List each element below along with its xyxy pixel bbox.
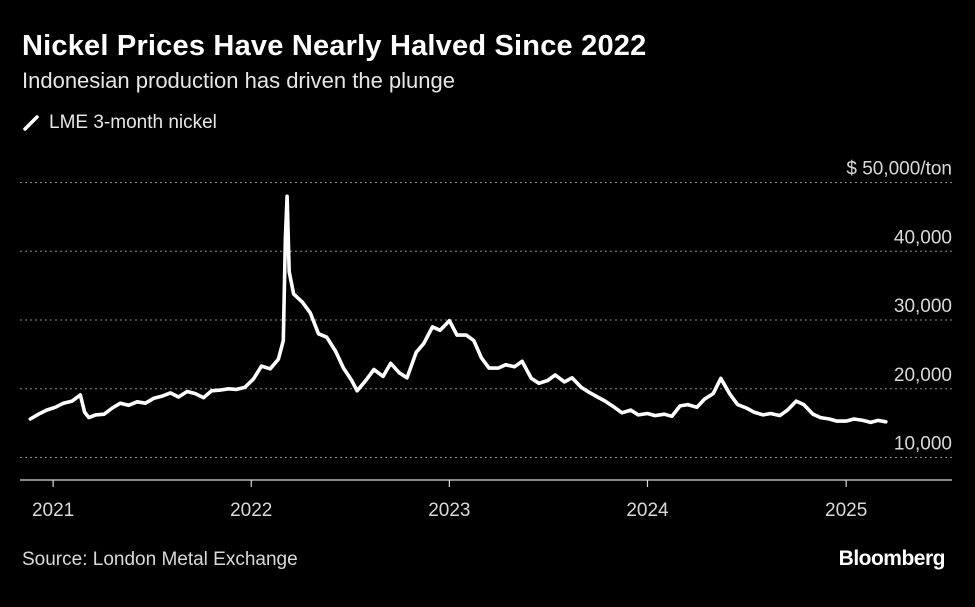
bloomberg-logo: Bloomberg	[838, 547, 946, 570]
chart-subtitle: Indonesian production has driven the plu…	[22, 68, 455, 93]
chart-title: Nickel Prices Have Nearly Halved Since 2…	[22, 30, 647, 62]
y-tick-label: 40,000	[894, 227, 952, 248]
x-tick-label: 2021	[32, 500, 74, 521]
series-line-lme-3-month-nickel	[28, 194, 888, 425]
source-note: Source: London Metal Exchange	[22, 549, 298, 570]
legend: LME 3-month nickel	[22, 112, 217, 134]
x-tick-label: 2024	[626, 500, 669, 521]
legend-line-icon	[23, 115, 39, 131]
y-tick-label: 10,000	[894, 434, 952, 455]
y-tick-label: 20,000	[894, 365, 952, 386]
y-tick-label: 30,000	[894, 296, 952, 317]
legend-label: LME 3-month nickel	[49, 112, 217, 133]
x-tick-label: 2022	[230, 500, 272, 521]
line-chart: 10,000 20,000 30,000 40,000 $ 50,000/ton 202…	[20, 159, 952, 521]
y-axis-ticks: 10,000 20,000 30,000 40,000 $ 50,000/ton	[846, 159, 952, 455]
x-axis-ticks: 2021 2022 2023 2024 2025	[32, 480, 867, 521]
y-tick-label: $ 50,000/ton	[846, 159, 952, 180]
x-tick-label: 2025	[825, 500, 867, 521]
gridlines	[20, 182, 952, 458]
x-tick-label: 2023	[428, 500, 470, 521]
